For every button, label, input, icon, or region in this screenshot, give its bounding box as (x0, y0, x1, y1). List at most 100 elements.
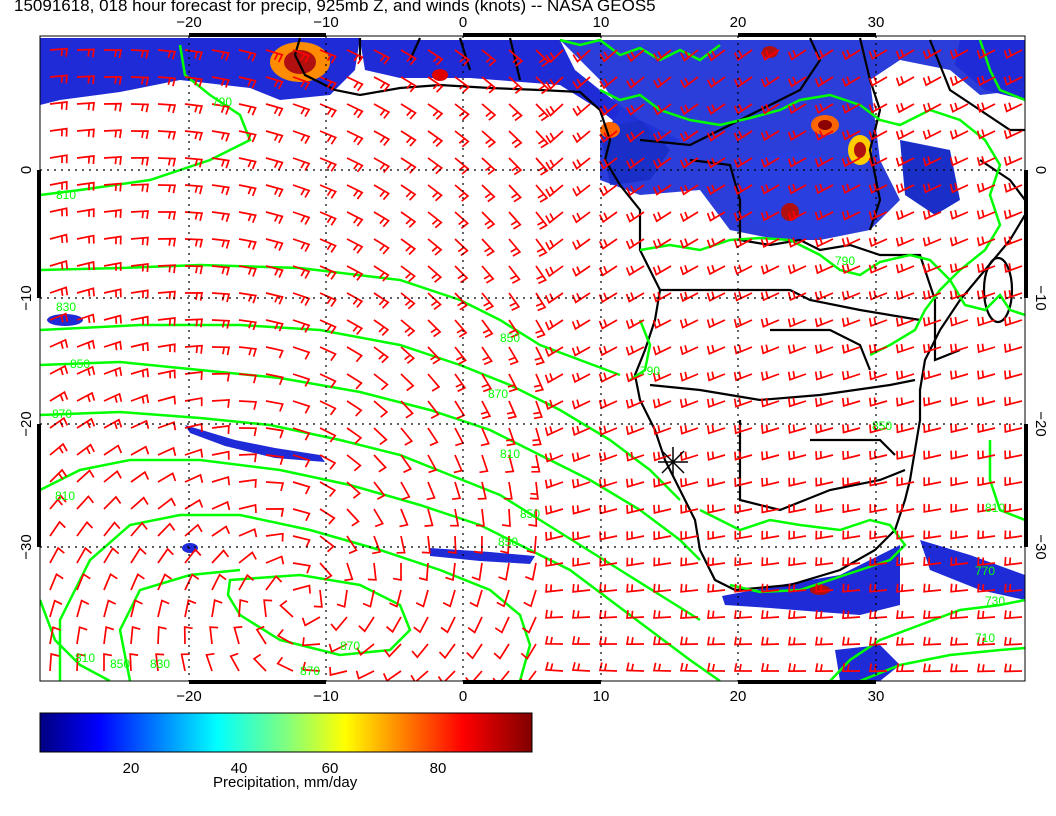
wind-barb (481, 103, 497, 121)
wind-barb (49, 599, 63, 618)
wind-barb (184, 130, 204, 141)
wind-barb (427, 238, 443, 256)
wind-barb (788, 557, 807, 567)
wind-barb (346, 49, 364, 65)
wind-barb (545, 103, 564, 117)
wind-barb (545, 184, 564, 198)
wind-barb (842, 636, 861, 646)
wind-barb (211, 500, 231, 511)
wind-barb (400, 265, 416, 283)
wind-barb (545, 531, 564, 541)
wind-barb (572, 76, 591, 90)
wind-barb (572, 583, 591, 593)
wind-barbs (49, 47, 1023, 681)
wind-barb (814, 76, 834, 88)
wind-barb (130, 547, 147, 564)
wind-barb (679, 265, 699, 276)
wind-barb (130, 599, 143, 618)
wind-barb (922, 129, 942, 140)
wind-barb (76, 520, 94, 537)
wind-barb (157, 130, 177, 140)
wind-barb (238, 478, 257, 488)
wind-barb (787, 210, 807, 222)
wind-barb (1003, 263, 1023, 273)
wind-barb (481, 211, 496, 230)
wind-barb (977, 397, 996, 407)
wind-barb (841, 263, 861, 274)
wind-barb (950, 397, 969, 407)
wind-barb (292, 562, 311, 574)
wind-barb (761, 477, 780, 487)
wind-barb (1003, 75, 1023, 86)
wind-barb (841, 49, 861, 61)
wind-barb (130, 470, 150, 483)
wind-barb (625, 636, 645, 646)
wind-barb (346, 373, 363, 390)
wind-barb (528, 508, 538, 528)
wind-barb (841, 290, 861, 301)
wind-barb (922, 316, 942, 327)
wind-barb (599, 211, 618, 224)
wind-barb (760, 184, 780, 195)
wind-barb (976, 102, 996, 113)
wind-barb (706, 662, 726, 672)
wind-barb (130, 210, 149, 220)
wind-barb (358, 616, 375, 633)
wind-barb (923, 503, 942, 513)
wind-barb (949, 49, 969, 60)
wind-barb (535, 292, 547, 312)
contour-label: 850 (500, 331, 520, 345)
wind-barb (211, 319, 231, 329)
wind-barb (238, 346, 258, 357)
wind-barb (373, 400, 389, 418)
wind-barb (895, 236, 915, 247)
contour-label: 810 (56, 188, 76, 202)
wind-barb (976, 129, 996, 140)
wind-barb (625, 345, 645, 356)
wind-barb (761, 451, 780, 461)
wind-barb (49, 207, 68, 217)
wind-barb (626, 583, 645, 593)
map-title: 15091618, 018 hour forecast for precip, … (14, 0, 656, 15)
wind-barb (130, 626, 141, 645)
wind-barb (238, 573, 255, 591)
wind-barb (599, 76, 618, 90)
wind-barb (814, 317, 834, 328)
wind-barb (481, 49, 497, 67)
wind-barb (814, 264, 834, 275)
wind-barb (103, 49, 123, 59)
wind-barb (1004, 503, 1023, 513)
wind-barb (184, 76, 203, 88)
wind-barb (977, 530, 996, 540)
wind-barb (382, 670, 402, 681)
wind-barb (454, 373, 467, 393)
wind-barb (157, 472, 177, 483)
lon-tick-label: −20 (176, 14, 201, 31)
wind-barb (157, 343, 176, 353)
wind-barb (454, 346, 467, 365)
wind-barb (761, 504, 780, 514)
location-marker (658, 447, 688, 477)
wind-barb (598, 319, 618, 330)
wind-barb (626, 609, 645, 619)
lon-tick-label: 10 (593, 688, 610, 705)
wind-barb (130, 367, 150, 378)
wind-barb (481, 76, 497, 94)
wind-barb (976, 263, 996, 274)
wind-barb (49, 286, 69, 297)
wind-barb (977, 423, 996, 434)
wind-barb (815, 610, 834, 620)
wind-barb (544, 399, 564, 411)
wind-barb (373, 76, 391, 92)
wind-barb (895, 76, 915, 87)
wind-barb (440, 616, 456, 634)
wind-barb (787, 264, 807, 275)
wind-barb (493, 643, 510, 660)
wind-barb (734, 530, 753, 540)
wind-barb (545, 157, 564, 171)
colorbar-label: Precipitation, mm/day (213, 774, 358, 791)
wind-barb (496, 589, 510, 608)
wind-barb (319, 400, 337, 416)
wind-barb (130, 496, 149, 510)
wind-barb (976, 236, 996, 247)
